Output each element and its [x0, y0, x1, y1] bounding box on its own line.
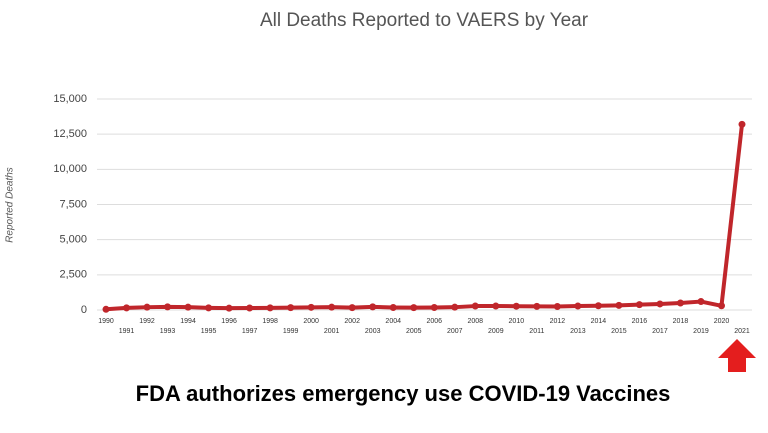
data-point	[287, 304, 295, 312]
y-tick-label: 2,500	[59, 269, 87, 281]
x-tick-label: 2008	[468, 318, 484, 325]
x-tick-label: 2004	[385, 318, 401, 325]
data-point	[451, 303, 459, 311]
data-point	[738, 120, 746, 128]
x-tick-label: 2009	[488, 328, 504, 335]
x-tick-label: 2014	[591, 318, 607, 325]
x-tick-label: 2021	[734, 328, 750, 335]
data-point	[635, 301, 643, 309]
y-axis-label: Reported Deaths	[5, 167, 16, 243]
data-point	[225, 304, 233, 312]
data-point	[676, 299, 684, 307]
data-point	[184, 303, 192, 311]
x-tick-label: 1996	[221, 318, 237, 325]
x-tick-label: 2000	[303, 318, 319, 325]
x-tick-label: 1994	[180, 318, 196, 325]
data-point	[492, 302, 500, 310]
x-tick-label: 2020	[714, 318, 730, 325]
x-tick-label: 1998	[262, 318, 278, 325]
x-tick-label: 2002	[344, 318, 360, 325]
x-tick-label: 2010	[509, 318, 525, 325]
data-point	[328, 303, 336, 311]
data-point	[246, 304, 254, 312]
data-point	[574, 302, 582, 310]
x-tick-label: 2019	[693, 328, 709, 335]
data-point	[717, 302, 725, 310]
data-point	[369, 303, 377, 311]
data-point	[656, 300, 664, 308]
data-point	[430, 303, 438, 311]
x-tick-label: 1992	[139, 318, 155, 325]
data-point	[123, 304, 131, 312]
data-point	[697, 298, 705, 306]
data-point	[553, 302, 561, 310]
x-tick-label: 2005	[406, 328, 422, 335]
x-tick-label: 2003	[365, 328, 381, 335]
x-tick-label: 1990	[98, 318, 114, 325]
plot-area: 0 2,500 5,000 7,500 10,000 12,500 15,000 1990 19…	[53, 93, 752, 335]
data-point	[102, 305, 110, 313]
data-point	[615, 301, 623, 309]
data-point	[164, 303, 172, 311]
data-point	[266, 304, 274, 312]
data-point	[307, 303, 315, 311]
x-tick-label: 2018	[673, 318, 689, 325]
data-point	[143, 303, 151, 311]
x-tick-label: 1991	[119, 328, 135, 335]
x-tick-label: 1995	[201, 328, 217, 335]
data-point	[348, 304, 356, 312]
y-tick-label: 15,000	[53, 93, 87, 105]
y-tick-label: 0	[81, 304, 87, 316]
data-point	[533, 302, 541, 310]
data-point	[389, 303, 397, 311]
data-point	[594, 302, 602, 310]
y-tick-label: 10,000	[53, 163, 87, 175]
x-tick-label: 1999	[283, 328, 299, 335]
y-tick-label: 7,500	[59, 198, 87, 210]
x-tick-label: 1997	[242, 328, 258, 335]
x-tick-label: 2007	[447, 328, 463, 335]
x-tick-label: 2012	[550, 318, 566, 325]
y-tick-label: 5,000	[59, 234, 87, 246]
x-tick-label: 2017	[652, 328, 668, 335]
data-point	[410, 304, 418, 312]
x-tick-label: 2011	[529, 328, 544, 335]
x-tick-label: 2015	[611, 328, 627, 335]
data-point	[512, 302, 520, 310]
x-tick-label: 1993	[160, 328, 176, 335]
x-tick-label: 2001	[324, 328, 340, 335]
x-tick-label: 2006	[426, 318, 442, 325]
x-tick-label: 2016	[632, 318, 648, 325]
annotation: FDA authorizes emergency use COVID-19 Va…	[136, 381, 671, 406]
x-tick-label: 2013	[570, 328, 586, 335]
data-point	[205, 304, 213, 312]
arrow	[718, 339, 756, 372]
chart-title: All Deaths Reported to VAERS by Year	[260, 10, 589, 31]
y-tick-label: 12,500	[53, 128, 87, 140]
data-point	[471, 302, 479, 310]
